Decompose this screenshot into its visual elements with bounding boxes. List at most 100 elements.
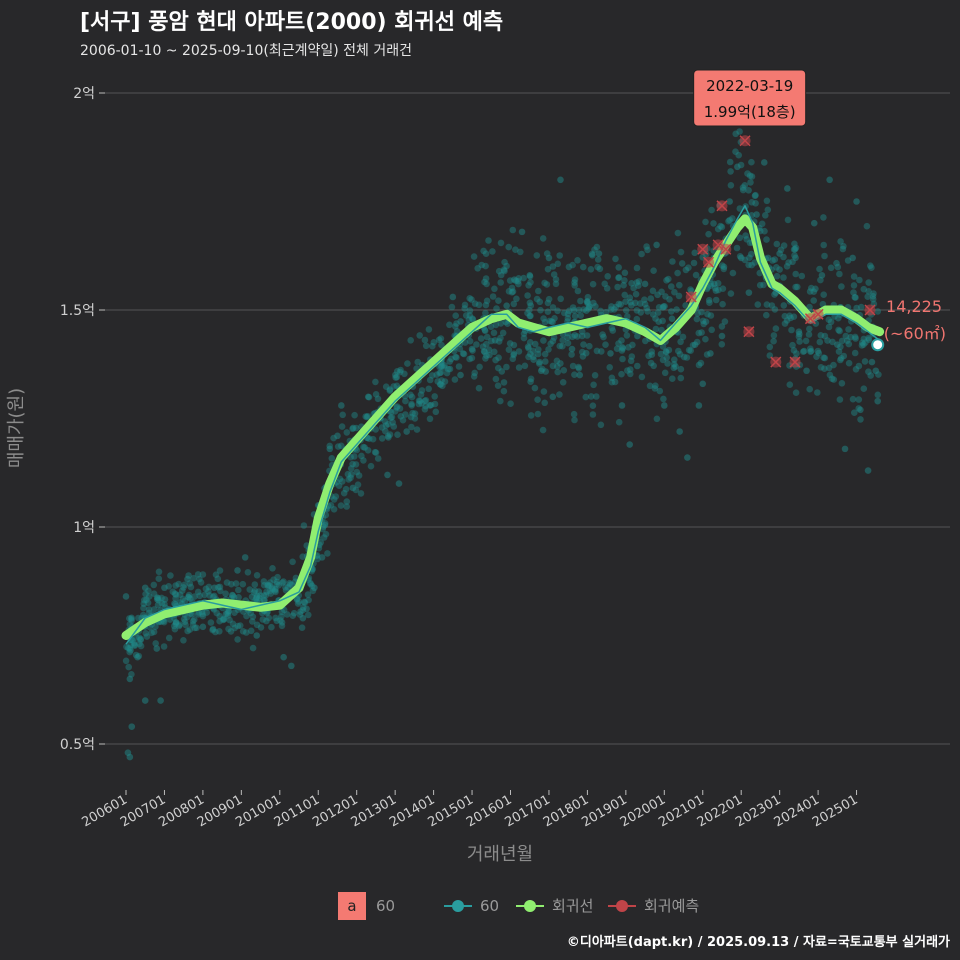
transaction-point: [515, 364, 523, 371]
transaction-point: [246, 586, 254, 593]
transaction-point: [482, 309, 489, 317]
transaction-point: [509, 226, 517, 234]
transaction-point: [547, 340, 554, 348]
transaction-point: [872, 367, 880, 375]
transaction-point: [335, 482, 343, 490]
transaction-point: [629, 341, 636, 349]
transaction-point: [570, 410, 578, 418]
transaction-point: [676, 428, 683, 435]
transaction-point: [571, 416, 578, 424]
transaction-point: [548, 318, 555, 325]
transaction-point: [345, 476, 353, 483]
transaction-point: [137, 636, 144, 644]
transaction-point: [825, 323, 833, 331]
transaction-point: [799, 348, 807, 356]
transaction-point: [537, 306, 544, 314]
transaction-point: [647, 295, 655, 302]
transaction-point: [203, 609, 210, 616]
transaction-point: [580, 341, 587, 348]
transaction-point: [126, 615, 133, 622]
transaction-point: [340, 489, 348, 497]
transaction-point: [870, 290, 877, 297]
transaction-point: [843, 337, 851, 345]
transaction-point: [180, 637, 187, 644]
y-axis: 0.5억 1억 1.5억 2억: [60, 86, 105, 753]
transaction-point: [461, 305, 469, 312]
transaction-point: [655, 318, 662, 326]
transaction-point: [659, 317, 666, 325]
transaction-point: [513, 295, 520, 303]
transaction-point: [577, 297, 584, 305]
transaction-point: [682, 302, 689, 309]
transaction-point: [231, 609, 238, 616]
transaction-point: [663, 277, 670, 284]
transaction-point: [262, 592, 270, 599]
transaction-point: [321, 521, 329, 529]
transaction-point: [226, 616, 233, 624]
transaction-point: [623, 332, 631, 339]
transaction-point: [719, 285, 727, 293]
transaction-point: [580, 306, 588, 313]
transaction-point: [512, 246, 519, 253]
transaction-point: [452, 323, 459, 330]
transaction-point: [471, 369, 479, 377]
transaction-point: [557, 295, 564, 303]
transaction-point: [537, 367, 545, 375]
transaction-point: [773, 264, 780, 271]
transaction-point: [339, 478, 346, 485]
y-tick-label: 1.5억: [60, 303, 95, 319]
transaction-point: [266, 579, 274, 586]
max-price-value: 1.99억(18층): [704, 103, 796, 121]
transaction-point: [564, 339, 572, 347]
transaction-point: [661, 303, 668, 310]
transaction-point: [278, 613, 285, 620]
transaction-point: [372, 391, 380, 398]
transaction-point: [864, 467, 872, 474]
transaction-point: [520, 334, 528, 342]
transaction-point: [452, 353, 459, 361]
transaction-point: [536, 358, 543, 366]
transaction-point: [504, 320, 511, 328]
y-axis-title: 매매가(원): [6, 388, 27, 468]
transaction-point: [393, 404, 400, 411]
transaction-point: [795, 333, 803, 340]
transaction-point: [437, 363, 445, 371]
average-line-60: [125, 205, 881, 645]
transaction-point: [589, 280, 597, 288]
chart-title: [서구] 풍암 현대 아파트(2000) 회귀선 예측: [80, 10, 504, 35]
transaction-point: [849, 254, 857, 262]
transaction-point: [708, 206, 715, 214]
transaction-point: [385, 420, 392, 428]
transaction-point: [817, 364, 825, 371]
transaction-point: [176, 591, 184, 598]
transaction-point: [515, 348, 523, 355]
transaction-point: [475, 384, 483, 392]
transaction-point: [635, 282, 642, 290]
transaction-point: [360, 457, 367, 464]
transaction-point: [524, 309, 531, 317]
legend-item: 회귀선: [516, 897, 593, 915]
transaction-point: [137, 642, 145, 650]
transaction-point: [125, 663, 132, 671]
transaction-point: [212, 628, 219, 636]
transaction-point: [222, 610, 230, 618]
transaction-point: [720, 265, 728, 273]
transaction-point: [591, 246, 598, 253]
transaction-point: [399, 416, 407, 424]
transaction-point: [564, 310, 572, 318]
transaction-point: [243, 612, 250, 620]
transaction-point: [718, 323, 726, 330]
transaction-point: [718, 223, 726, 231]
transaction-point: [536, 298, 544, 306]
transaction-point: [259, 616, 267, 623]
transaction-point: [390, 383, 398, 390]
transaction-point: [565, 263, 573, 271]
transaction-point: [618, 402, 626, 409]
transaction-point: [148, 629, 155, 637]
transaction-point: [131, 642, 139, 649]
transaction-point: [361, 444, 369, 451]
transaction-point: [796, 338, 803, 345]
transaction-point: [569, 261, 576, 269]
transaction-point: [810, 219, 818, 227]
transaction-point: [634, 332, 641, 340]
